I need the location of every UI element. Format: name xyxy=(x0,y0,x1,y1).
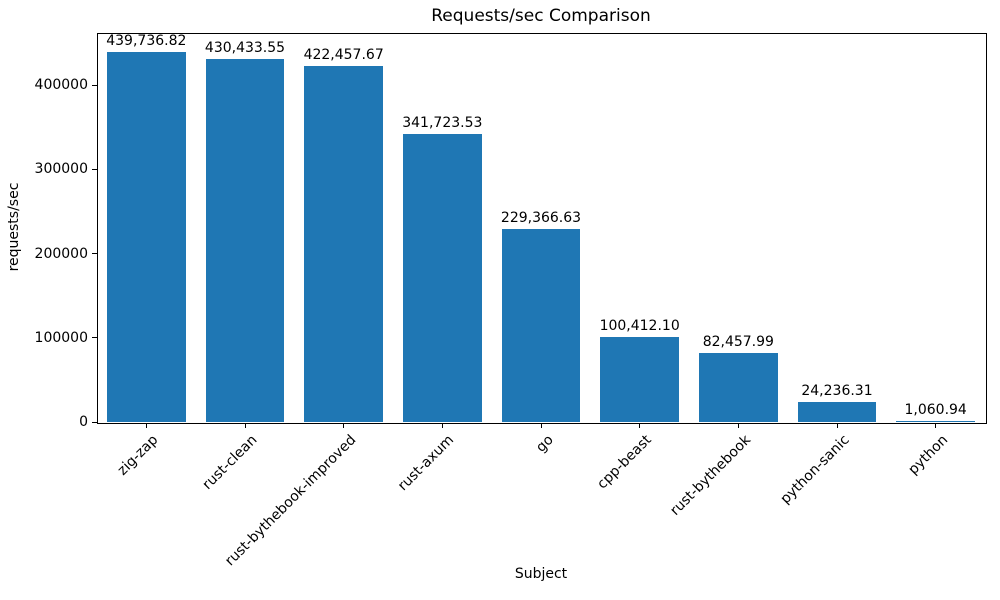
bar-zig-zap xyxy=(106,51,186,422)
bar-value-label: 24,236.31 xyxy=(801,382,873,399)
chart-title: Requests/sec Comparison xyxy=(431,6,651,26)
y-tick-mark xyxy=(92,337,97,339)
bar-value-label: 430,433.55 xyxy=(204,40,286,57)
y-tick-label: 100000 xyxy=(34,329,88,346)
bar-value-label: 100,412.10 xyxy=(599,318,680,335)
bar-value-label: 341,723.53 xyxy=(402,115,483,132)
bar-go xyxy=(501,228,581,422)
bar-rust-clean xyxy=(205,59,285,422)
x-tick-mark xyxy=(935,423,937,428)
x-tick-mark xyxy=(639,423,641,428)
y-tick-mark xyxy=(92,421,97,423)
x-tick-label-zig-zap: zig-zap xyxy=(114,432,162,479)
bar-python xyxy=(896,421,976,422)
x-tick-mark xyxy=(244,423,246,428)
y-tick-mark xyxy=(92,253,97,254)
x-tick-mark xyxy=(836,423,838,428)
x-tick-mark xyxy=(343,423,345,428)
x-tick-label-go: go xyxy=(532,432,557,456)
y-axis-label: requests/sec xyxy=(6,182,22,272)
bar-value-label: 1,060.94 xyxy=(904,402,967,418)
y-tick-label: 300000 xyxy=(34,161,88,178)
y-tick-label: 400000 xyxy=(34,77,88,93)
x-tick-label-cpp-beast: cpp-beast xyxy=(594,432,655,493)
x-tick-label-rust-bythebook: rust-bythebook xyxy=(666,432,754,519)
bar-python-sanic xyxy=(797,401,877,422)
bar-rust-bythebook xyxy=(698,352,778,422)
bar-value-label: 82,457.99 xyxy=(702,333,774,350)
x-tick-label-python-sanic: python-sanic xyxy=(777,432,853,508)
bar-rust-bythebook-improved xyxy=(304,66,384,422)
bar-value-label: 229,366.63 xyxy=(500,209,582,226)
x-tick-mark xyxy=(737,423,739,428)
bar-value-label: 422,457.67 xyxy=(303,47,384,64)
bar-value-label: 439,736.82 xyxy=(106,32,187,49)
x-tick-label-rust-clean: rust-clean xyxy=(199,432,261,493)
x-axis-label: Subject xyxy=(514,566,568,582)
x-tick-mark xyxy=(145,423,147,428)
bar-rust-axum xyxy=(402,134,482,422)
x-tick-mark xyxy=(540,423,542,428)
y-tick-mark xyxy=(92,84,97,86)
x-tick-label-rust-axum: rust-axum xyxy=(395,432,458,495)
x-tick-mark xyxy=(441,423,443,428)
y-tick-mark xyxy=(92,168,97,170)
y-tick-label: 200000 xyxy=(34,245,88,262)
bar-cpp-beast xyxy=(600,337,680,422)
x-tick-label-python: python xyxy=(905,432,951,478)
y-tick-label: 0 xyxy=(79,414,88,430)
